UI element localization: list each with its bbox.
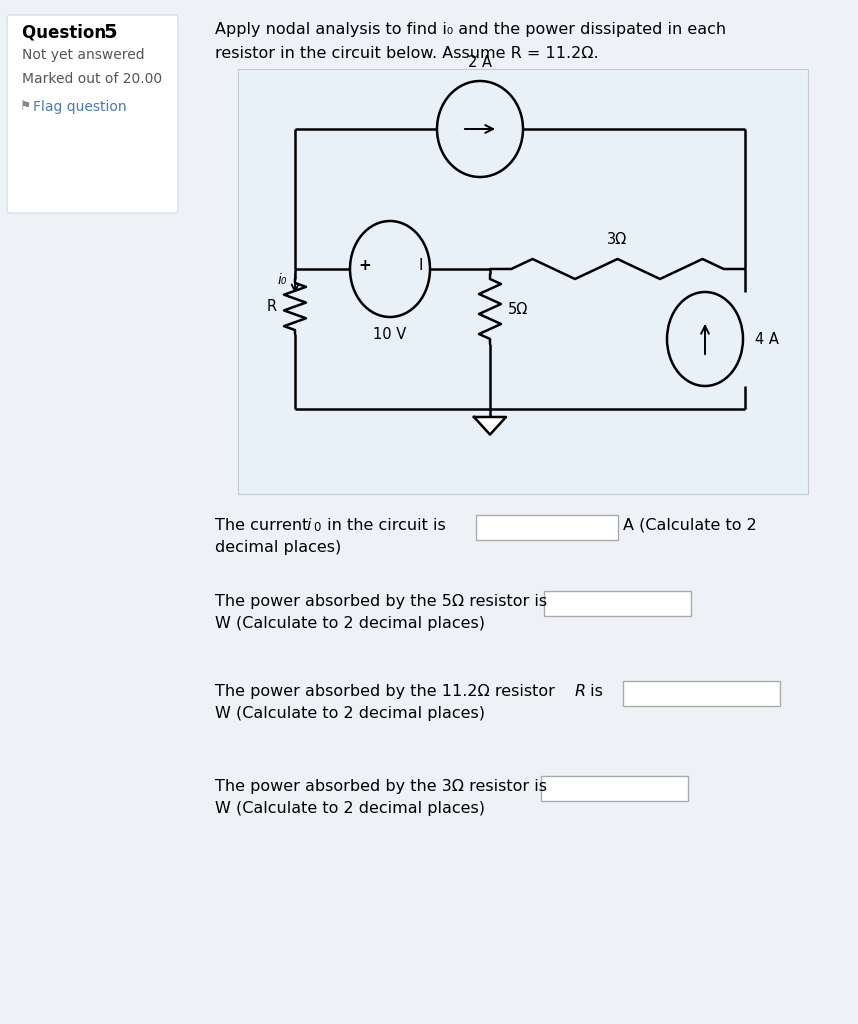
Text: The current: The current bbox=[215, 518, 313, 534]
Text: A (Calculate to 2: A (Calculate to 2 bbox=[623, 518, 757, 534]
Text: Question: Question bbox=[22, 23, 112, 41]
FancyBboxPatch shape bbox=[197, 10, 847, 1014]
Text: R: R bbox=[267, 299, 277, 314]
Text: W (Calculate to 2 decimal places): W (Calculate to 2 decimal places) bbox=[215, 706, 485, 721]
Text: resistor in the circuit below. Assume R = 11.2Ω.: resistor in the circuit below. Assume R … bbox=[215, 46, 599, 61]
Text: 5: 5 bbox=[103, 23, 117, 42]
Text: i: i bbox=[306, 518, 311, 534]
Text: 5Ω: 5Ω bbox=[508, 301, 529, 316]
FancyBboxPatch shape bbox=[623, 681, 780, 706]
Text: W (Calculate to 2 decimal places): W (Calculate to 2 decimal places) bbox=[215, 616, 485, 631]
Text: The power absorbed by the 5Ω resistor is: The power absorbed by the 5Ω resistor is bbox=[215, 594, 547, 609]
Text: 10 V: 10 V bbox=[373, 327, 407, 342]
FancyBboxPatch shape bbox=[544, 591, 691, 616]
Text: W (Calculate to 2 decimal places): W (Calculate to 2 decimal places) bbox=[215, 801, 485, 816]
Text: I: I bbox=[419, 257, 423, 272]
Text: is: is bbox=[585, 684, 603, 699]
Text: 2 A: 2 A bbox=[468, 55, 492, 70]
Text: i₀: i₀ bbox=[277, 273, 287, 287]
Text: Not yet answered: Not yet answered bbox=[22, 48, 145, 62]
Text: 0: 0 bbox=[313, 521, 320, 534]
FancyBboxPatch shape bbox=[238, 69, 808, 494]
Text: decimal places): decimal places) bbox=[215, 540, 341, 555]
FancyBboxPatch shape bbox=[7, 15, 178, 213]
Text: +: + bbox=[358, 257, 371, 272]
Text: in the circuit is: in the circuit is bbox=[322, 518, 446, 534]
Text: Marked out of 20.00: Marked out of 20.00 bbox=[22, 72, 162, 86]
Polygon shape bbox=[474, 417, 506, 434]
Text: R: R bbox=[575, 684, 586, 699]
Text: 3Ω: 3Ω bbox=[607, 232, 627, 247]
Text: ⚑: ⚑ bbox=[20, 100, 31, 113]
Text: 4 A: 4 A bbox=[755, 332, 779, 346]
Text: The power absorbed by the 3Ω resistor is: The power absorbed by the 3Ω resistor is bbox=[215, 779, 547, 794]
FancyBboxPatch shape bbox=[476, 515, 618, 540]
FancyBboxPatch shape bbox=[541, 776, 688, 801]
Text: Apply nodal analysis to find i₀ and the power dissipated in each: Apply nodal analysis to find i₀ and the … bbox=[215, 22, 726, 37]
Text: Flag question: Flag question bbox=[33, 100, 127, 114]
Text: The power absorbed by the 11.2Ω resistor: The power absorbed by the 11.2Ω resistor bbox=[215, 684, 560, 699]
